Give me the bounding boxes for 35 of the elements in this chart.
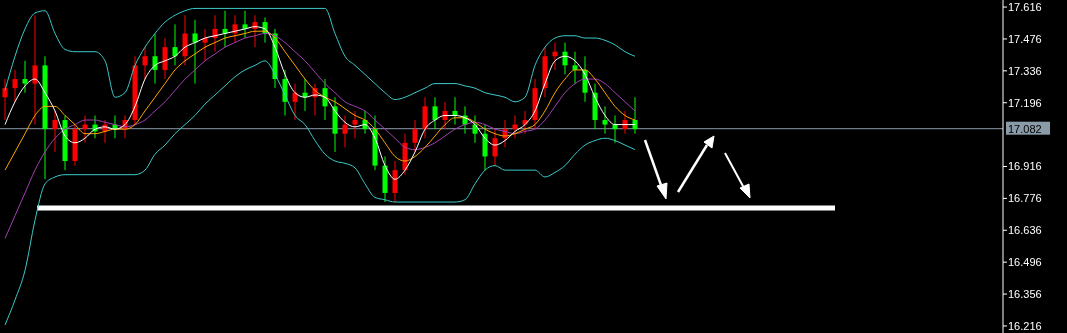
candlestick: [342, 114, 348, 148]
candlestick: [182, 14, 188, 66]
candlestick: [392, 160, 398, 203]
y-tick-label: 16.496: [1008, 256, 1042, 269]
line-series: [4, 7, 636, 103]
candlestick: [32, 14, 38, 126]
candlestick: [492, 128, 498, 167]
candlestick: [572, 51, 578, 85]
y-tick-label: 16.776: [1008, 192, 1042, 205]
candlestick: [422, 96, 428, 139]
y-tick-label: 17.476: [1008, 32, 1042, 45]
ref-line-label: 17.082: [1008, 122, 1042, 135]
y-tick-label: 16.356: [1008, 287, 1042, 300]
line-series: [4, 60, 636, 326]
candlestick: [602, 105, 608, 135]
candlestick: [192, 19, 198, 85]
candlestick: [352, 110, 358, 139]
y-tick-label: 16.636: [1008, 224, 1042, 237]
candlestick: [22, 60, 28, 94]
candlestick: [632, 96, 638, 135]
y-tick-label: 17.196: [1008, 96, 1042, 109]
candlestick: [432, 96, 438, 130]
candlestick: [2, 78, 8, 121]
candlestick: [142, 46, 148, 80]
y-tick-label: 17.336: [1008, 64, 1042, 77]
y-tick-label: 17.616: [1008, 0, 1042, 13]
candlestick: [52, 110, 58, 153]
candlestick: [12, 69, 18, 103]
candlestick: [412, 119, 418, 153]
candlestick: [152, 32, 158, 85]
y-tick-label: 16.916: [1008, 160, 1042, 173]
candlestick: [162, 37, 168, 80]
y-tick-label: 16.216: [1008, 319, 1042, 332]
candlestick: [242, 10, 248, 39]
candlestick: [202, 28, 208, 62]
